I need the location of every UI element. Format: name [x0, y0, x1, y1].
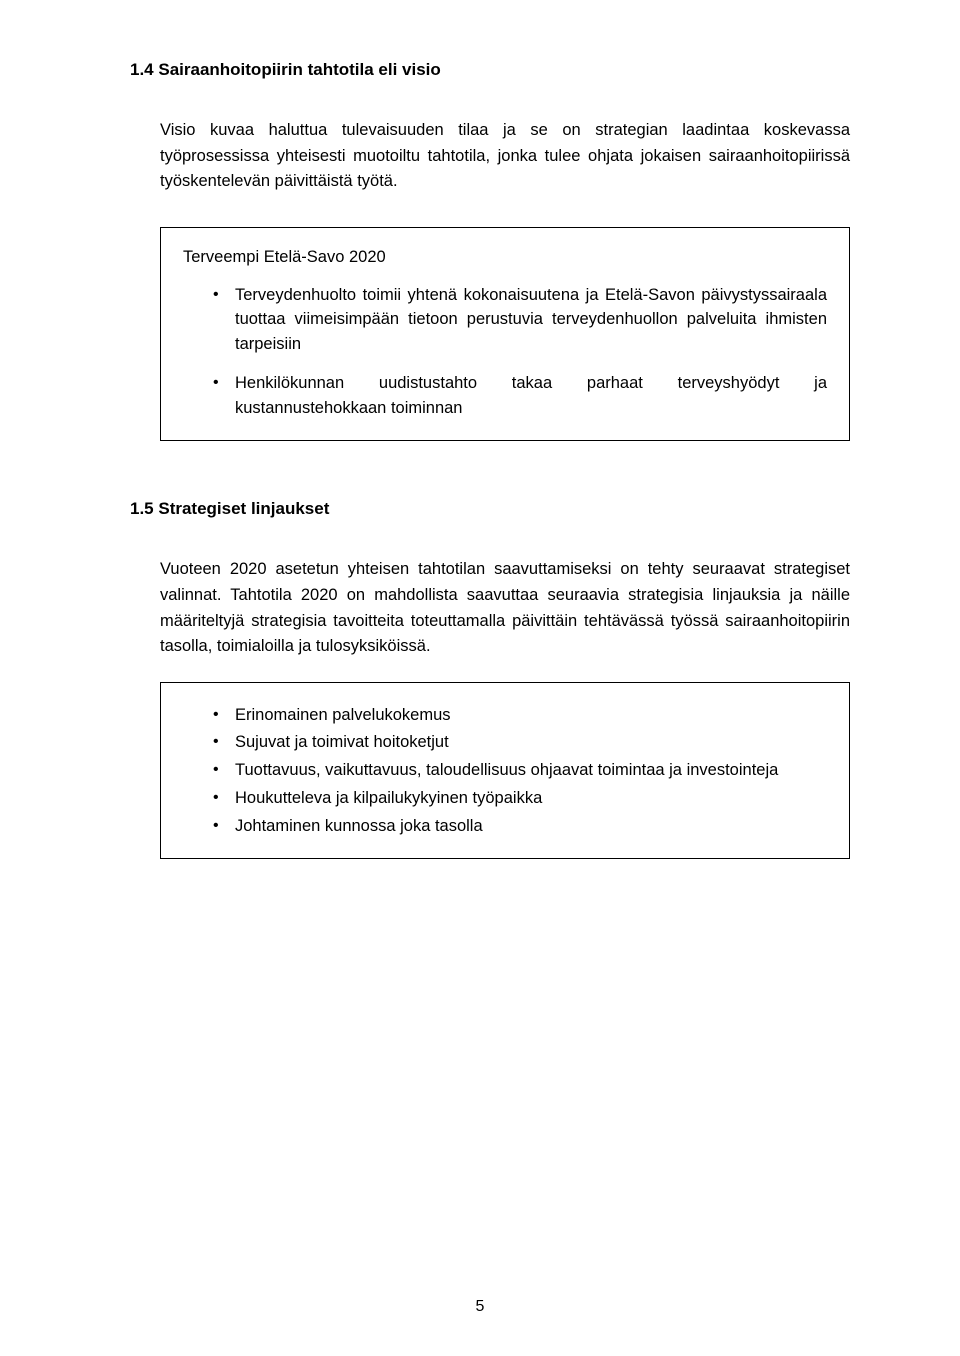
section-1-4-paragraph: Visio kuvaa haluttua tulevaisuuden tilaa…: [160, 118, 850, 195]
page-number: 5: [0, 1298, 960, 1316]
strategy-bullet-item: Sujuvat ja toimivat hoitoketjut: [213, 730, 827, 755]
strategy-bullet-item: Houkutteleva ja kilpailukykyinen työpaik…: [213, 786, 827, 811]
spacer: [130, 217, 850, 227]
vision-box-title: Terveempi Etelä-Savo 2020: [183, 248, 827, 267]
vision-box: Terveempi Etelä-Savo 2020 Terveydenhuolt…: [160, 227, 850, 442]
vision-bullet-item: Terveydenhuolto toimii yhtenä kokonaisuu…: [213, 283, 827, 357]
section-heading-1-5: 1.5 Strategiset linjaukset: [130, 499, 850, 519]
section-heading-1-4: 1.4 Sairaanhoitopiirin tahtotila eli vis…: [130, 60, 850, 80]
vision-bullet-list: Terveydenhuolto toimii yhtenä kokonaisuu…: [183, 283, 827, 421]
strategy-bullet-list: Erinomainen palvelukokemus Sujuvat ja to…: [183, 703, 827, 839]
strategy-box: Erinomainen palvelukokemus Sujuvat ja to…: [160, 682, 850, 860]
strategy-bullet-item: Johtaminen kunnossa joka tasolla: [213, 814, 827, 839]
section-1-5-paragraph: Vuoteen 2020 asetetun yhteisen tahtotila…: [160, 557, 850, 659]
vision-bullet-item: Henkilökunnan uudistustahto takaa parhaa…: [213, 371, 827, 421]
strategy-bullet-item: Erinomainen palvelukokemus: [213, 703, 827, 728]
strategy-bullet-item: Tuottavuus, vaikuttavuus, taloudellisuus…: [213, 758, 827, 783]
